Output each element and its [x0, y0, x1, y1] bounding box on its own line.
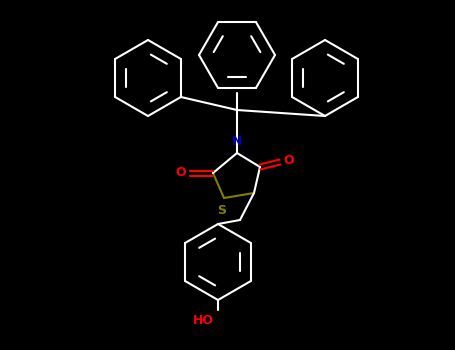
Text: O: O: [175, 167, 186, 180]
Text: O: O: [283, 154, 293, 167]
Text: S: S: [217, 204, 227, 217]
Text: N: N: [232, 135, 242, 148]
Text: HO: HO: [193, 314, 214, 327]
